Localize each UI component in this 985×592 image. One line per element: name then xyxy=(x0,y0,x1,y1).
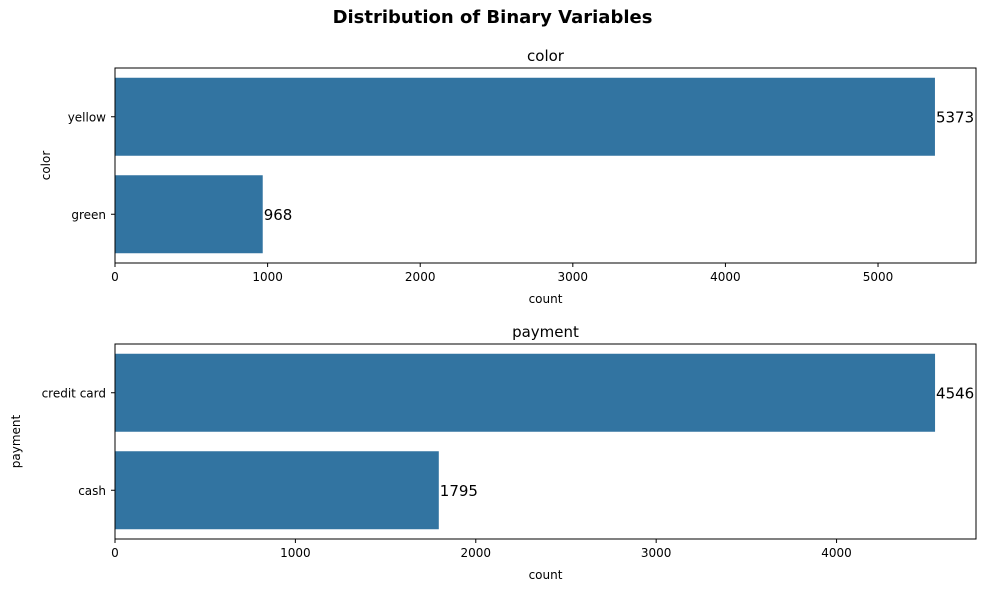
xtick-label: 2000 xyxy=(461,546,492,560)
plot-area-frame xyxy=(114,67,977,264)
y-axis-label: payment xyxy=(9,414,23,468)
bar-yellow xyxy=(115,77,935,156)
ytick-label-yellow: yellow xyxy=(68,110,106,124)
xtick-label: 1000 xyxy=(280,546,311,560)
chart-panel-color: color yellow 5373 green 968 0 1000 2000 3000 4000… xyxy=(39,47,977,306)
xtick-label: 5000 xyxy=(863,270,894,284)
data-label-yellow: 5373 xyxy=(936,108,974,126)
bar-cash xyxy=(115,451,439,530)
xtick-label: 3000 xyxy=(641,546,672,560)
xtick-label: 2000 xyxy=(405,270,436,284)
bar-credit-card xyxy=(115,353,936,432)
data-label-cash: 1795 xyxy=(440,482,478,500)
subplot-title: color xyxy=(527,47,565,65)
xtick-label: 4000 xyxy=(821,546,852,560)
chart-panel-payment: payment credit card 4546 cash 1795 0 1000 2000 3… xyxy=(9,323,977,582)
xtick-label: 1000 xyxy=(252,270,283,284)
xtick-label: 0 xyxy=(111,546,119,560)
xtick-label: 4000 xyxy=(710,270,741,284)
xtick-label: 0 xyxy=(111,270,119,284)
bar-green xyxy=(115,175,263,254)
x-axis-label: count xyxy=(529,292,563,306)
x-axis-label: count xyxy=(529,568,563,582)
xtick-label: 3000 xyxy=(558,270,589,284)
data-label-credit-card: 4546 xyxy=(936,384,974,402)
y-axis-label: color xyxy=(39,151,53,181)
ytick-label-green: green xyxy=(71,208,106,222)
plot-area-frame xyxy=(114,343,977,540)
ytick-label-cash: cash xyxy=(78,484,106,498)
ytick-label-credit-card: credit card xyxy=(42,386,106,400)
figure-title: Distribution of Binary Variables xyxy=(332,7,653,28)
data-label-green: 968 xyxy=(264,206,293,224)
subplot-title: payment xyxy=(512,323,579,341)
